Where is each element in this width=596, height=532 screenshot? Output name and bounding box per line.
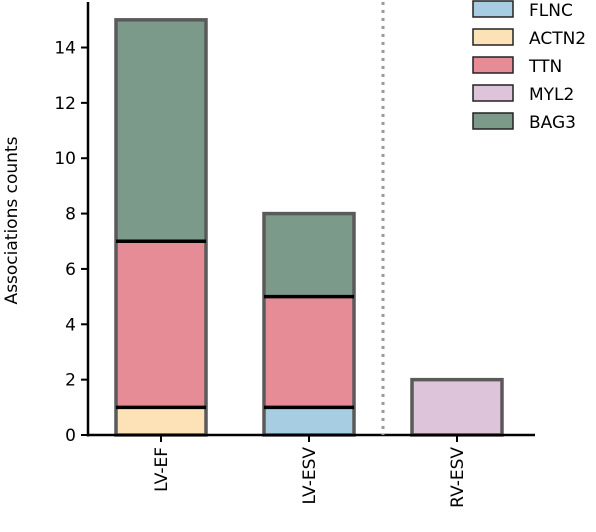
bar-segment-lv-esv-bag3 <box>264 213 354 297</box>
legend: FLNC ACTN2 TTN MYL2 BAG3 <box>472 0 586 133</box>
y-tick-label: 8 <box>65 205 76 225</box>
bar-segment-lv-ef-actn2 <box>116 407 206 435</box>
legend-label-flnc: FLNC <box>529 1 573 21</box>
legend-swatch-bag3 <box>472 112 514 130</box>
y-tick-label: 2 <box>65 371 76 391</box>
legend-label-actn2: ACTN2 <box>529 29 586 49</box>
x-tick-label-lv-ef: LV-EF <box>152 447 172 492</box>
bar-segment-lv-ef-bag3 <box>116 19 206 242</box>
x-tick-label-rv-esv: RV-ESV <box>448 447 468 508</box>
x-axis: LV-EF LV-ESV RV-ESV <box>87 433 535 508</box>
y-tick-label: 0 <box>65 426 76 446</box>
bar-segment-lv-ef-ttn <box>116 241 206 408</box>
legend-label-bag3: BAG3 <box>529 113 576 133</box>
y-tick-label: 4 <box>65 315 76 335</box>
plot-area <box>114 18 504 437</box>
y-tick-label: 14 <box>54 39 76 59</box>
legend-swatch-ttn <box>472 56 514 74</box>
legend-swatch-flnc <box>472 0 514 18</box>
legend-label-ttn: TTN <box>528 57 562 77</box>
y-ticks: 0 2 4 6 8 10 12 14 <box>54 39 88 446</box>
x-ticks: LV-EF LV-ESV RV-ESV <box>152 435 468 508</box>
bar-segment-lv-esv-ttn <box>264 296 354 408</box>
bar-segment-rv-esv-myl2 <box>412 379 502 435</box>
y-axis-label: Associations counts <box>2 136 22 304</box>
bar-segment-lv-esv-flnc <box>264 407 354 435</box>
legend-swatch-actn2 <box>472 28 514 46</box>
y-axis: 0 2 4 6 8 10 12 14 Associations counts <box>2 2 90 446</box>
y-tick-label: 6 <box>65 260 76 280</box>
y-tick-label: 10 <box>54 149 76 169</box>
y-tick-label: 12 <box>54 94 76 114</box>
x-tick-label-lv-esv: LV-ESV <box>300 447 320 505</box>
legend-label-myl2: MYL2 <box>529 85 574 105</box>
legend-swatch-myl2 <box>472 84 514 102</box>
